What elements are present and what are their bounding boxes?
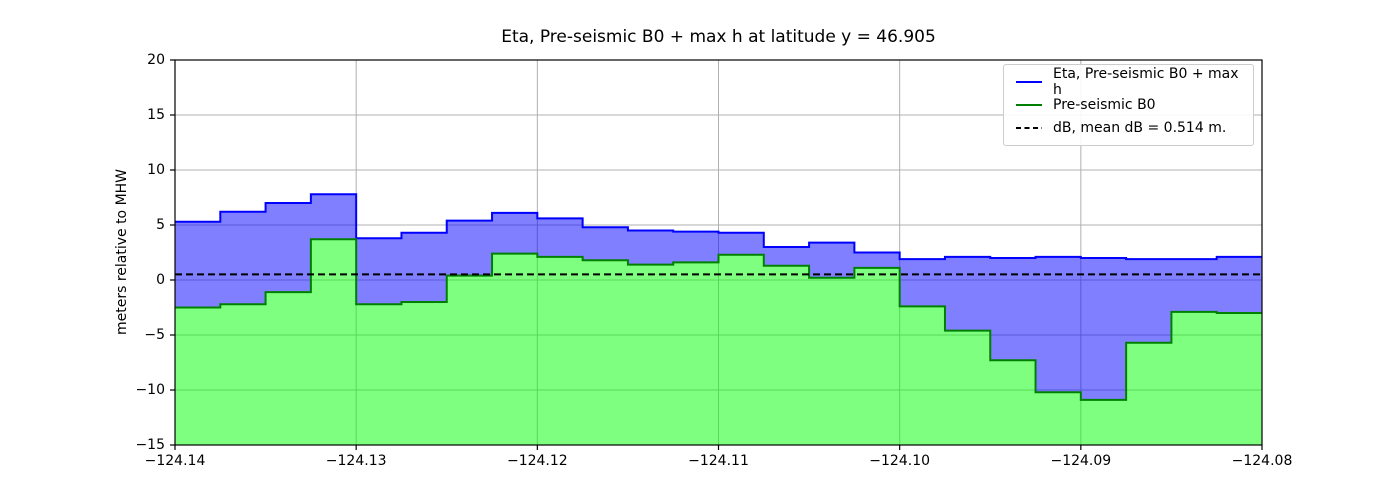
x-tick-label: −124.09 — [1050, 453, 1112, 469]
y-tick-label: −5 — [144, 327, 165, 343]
legend: Eta, Pre-seismic B0 + max h Pre-seismic … — [1003, 64, 1254, 146]
x-tick-label: −124.14 — [144, 453, 206, 469]
x-tick-label: −124.12 — [506, 453, 568, 469]
legend-label-db: dB, mean dB = 0.514 m. — [1053, 120, 1227, 136]
legend-label-b0: Pre-seismic B0 — [1053, 97, 1156, 113]
plot-title: Eta, Pre-seismic B0 + max h at latitude … — [501, 27, 936, 47]
y-tick-label: 20 — [147, 52, 165, 68]
legend-line-b0-icon — [1016, 104, 1042, 106]
x-tick-label: −124.13 — [325, 453, 387, 469]
b0-step-line — [175, 238, 1262, 401]
y-tick-label: −10 — [135, 382, 165, 398]
legend-line-eta-icon — [1016, 81, 1042, 83]
y-tick-label: 15 — [147, 107, 165, 123]
y-tick-label: 0 — [156, 272, 165, 288]
y-tick-label: 5 — [156, 217, 165, 233]
y-tick-label: −15 — [135, 437, 165, 453]
x-tick-label: −124.11 — [688, 453, 749, 469]
x-tick-label: −124.08 — [1231, 453, 1293, 469]
legend-label-eta: Eta, Pre-seismic B0 + max h — [1053, 66, 1239, 98]
eta-step-line — [175, 193, 1262, 261]
y-tick-label: 10 — [147, 162, 165, 178]
legend-dashed-line-db-icon — [1016, 127, 1042, 129]
legend-entry-b0: Pre-seismic B0 — [1014, 96, 1243, 114]
y-axis-label: meters relative to MHW — [114, 168, 130, 336]
legend-entry-eta: Eta, Pre-seismic B0 + max h — [1014, 66, 1243, 98]
legend-entry-db: dB, mean dB = 0.514 m. — [1014, 119, 1243, 137]
x-tick-label: −124.10 — [869, 453, 931, 469]
